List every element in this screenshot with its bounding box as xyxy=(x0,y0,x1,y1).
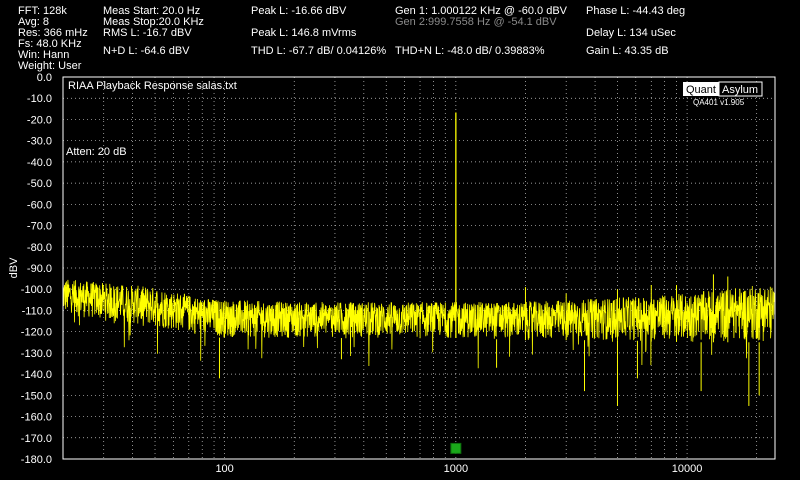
meas-stop-readout: Meas Stop:20.0 KHz xyxy=(103,16,204,28)
y-tick-label: -20.0 xyxy=(27,114,52,126)
sample-rate-readout: Fs: 48.0 KHz xyxy=(18,38,82,50)
fft-size-readout: FFT: 128k xyxy=(18,5,67,17)
frequency-marker xyxy=(450,442,462,454)
y-tick-label: -60.0 xyxy=(27,199,52,211)
y-tick-label: 0.0 xyxy=(37,72,52,84)
y-tick-label: -80.0 xyxy=(27,242,52,254)
y-tick-label: -150.0 xyxy=(21,390,52,402)
window-readout: Win: Hann xyxy=(18,49,70,61)
peak-mv-readout: Peak L: 146.8 mVrms xyxy=(251,27,357,39)
n-plus-d-readout: N+D L: -64.6 dBV xyxy=(103,45,190,57)
y-tick-label: -40.0 xyxy=(27,157,52,169)
y-tick-label: -170.0 xyxy=(21,433,52,445)
noise-floor-line xyxy=(62,279,776,369)
y-tick-label: -110.0 xyxy=(22,305,52,317)
y-tick-label: -70.0 xyxy=(27,221,52,233)
gen2-readout: Gen 2:999.7558 Hz @ -54.1 dBV xyxy=(395,16,557,28)
y-tick-label: -30.0 xyxy=(27,136,52,148)
delay-readout: Delay L: 134 uSec xyxy=(586,27,676,39)
thd-n-readout: THD+N L: -48.0 dB/ 0.39883% xyxy=(395,45,545,57)
spectrum-trace xyxy=(62,112,776,454)
plot-border xyxy=(62,76,776,460)
y-tick-label: -10.0 xyxy=(27,93,52,105)
y-tick-label: -180.0 xyxy=(21,454,52,466)
resolution-readout: Res: 366 mHz xyxy=(18,27,88,39)
x-axis-ticks: 100 1000 10000 xyxy=(215,463,702,475)
y-tick-label: -50.0 xyxy=(27,178,52,190)
gen1-readout: Gen 1: 1.000122 KHz @ -60.0 dBV xyxy=(395,5,567,17)
x-tick-label: 100 xyxy=(215,463,233,475)
quantasylum-logo: Quant Asylum QA401 v1.905 xyxy=(683,81,763,107)
plot-title: RIAA Playback Response salas.txt xyxy=(68,80,237,92)
x-tick-label: 1000 xyxy=(444,463,468,475)
version-label: QA401 v1.905 xyxy=(693,98,745,107)
thd-readout: THD L: -67.7 dB/ 0.04126% xyxy=(251,45,387,57)
y-tick-label: -140.0 xyxy=(21,369,52,381)
averages-readout: Avg: 8 xyxy=(18,16,49,28)
y-tick-label: -160.0 xyxy=(21,412,52,424)
y-tick-label: -120.0 xyxy=(21,327,52,339)
peak-dbv-readout: Peak L: -16.66 dBV xyxy=(251,5,347,17)
weighting-readout: Weight: User xyxy=(18,60,82,72)
logo-quant-text: Quant xyxy=(686,84,716,96)
x-tick-label: 10000 xyxy=(672,463,703,475)
y-tick-label: -130.0 xyxy=(21,348,52,360)
meas-start-readout: Meas Start: 20.0 Hz xyxy=(103,5,201,17)
y-tick-label: -90.0 xyxy=(27,263,52,275)
rms-readout: RMS L: -16.7 dBV xyxy=(103,27,192,39)
logo-asylum-text: Asylum xyxy=(722,84,758,96)
gain-readout: Gain L: 43.35 dB xyxy=(586,45,669,57)
atten-annotation: Atten: 20 dB xyxy=(66,146,127,158)
y-axis-ticks: 0.0 -10.0 -20.0 -30.0 -40.0 -50.0 -60.0 -70.0 -8… xyxy=(21,72,52,466)
y-tick-label: -100.0 xyxy=(21,284,52,296)
y-axis-title: dBV xyxy=(8,257,20,278)
phase-readout: Phase L: -44.43 deg xyxy=(586,5,686,17)
